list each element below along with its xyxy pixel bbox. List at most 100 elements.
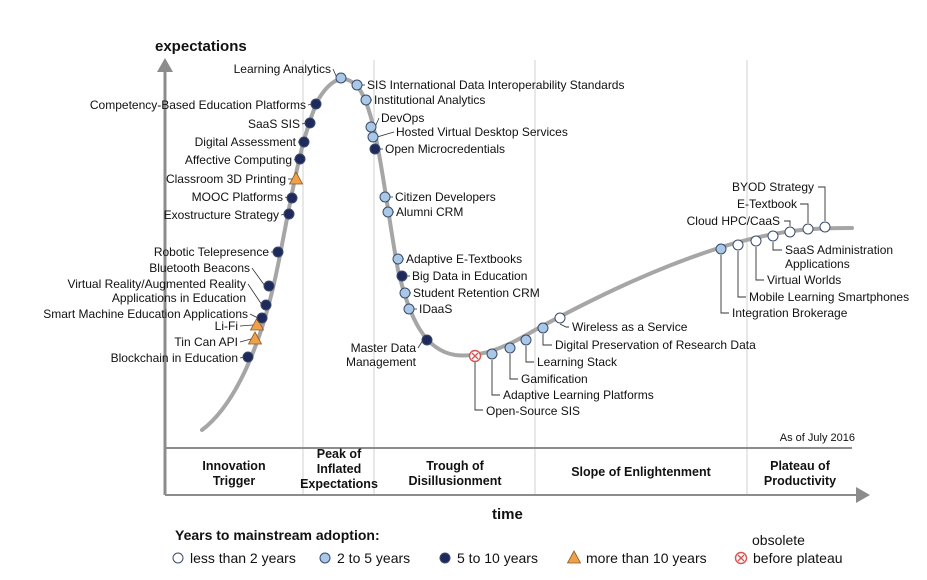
- label-alumni-crm: Alumni CRM: [396, 205, 463, 219]
- label-big-data-in-education: Big Data in Education: [412, 269, 527, 283]
- phase-innovation-trigger: Innovation Trigger: [202, 459, 265, 488]
- y-axis-arrow-icon: [157, 58, 173, 72]
- legend-label-2to5: 2 to 5 years: [337, 550, 410, 566]
- technology-markers: [242, 72, 831, 363]
- marker-li-fi: [249, 317, 265, 331]
- marker-adaptive-learning-platforms: [486, 348, 498, 360]
- label-e-textbook: E-Textbook: [737, 197, 798, 211]
- leader-adaptive-learning-platforms: [491, 360, 500, 396]
- marker-classroom-3d-printing: [288, 171, 304, 185]
- legend-marker-5to10: [439, 552, 451, 564]
- marker-virtual-reality-augmented-reality-applications-in-education: [260, 299, 272, 311]
- marker-integration-brokerage: [715, 243, 727, 255]
- marker-gamification: [504, 342, 516, 354]
- marker-competency-based-education-platforms: [310, 98, 322, 110]
- label-learning-stack: Learning Stack: [537, 355, 618, 369]
- marker-saas-sis: [304, 117, 316, 129]
- marker-mobile-learning-smartphones: [732, 239, 744, 251]
- legend-item-lt2: less than 2 years: [172, 550, 296, 566]
- leader-byod-strategy: [818, 186, 826, 221]
- marker-smart-machine-education-applications: [256, 312, 268, 324]
- phase-slope-of-enlightenment: Slope of Enlightenment: [571, 465, 711, 479]
- marker-student-retention-crm: [399, 287, 411, 299]
- phase-line: Plateau of: [770, 459, 831, 473]
- leader-lines: [239, 68, 826, 411]
- phase-line: Inflated: [317, 462, 361, 476]
- label-line: Management: [346, 355, 417, 369]
- marker-master-data-management: [421, 334, 433, 346]
- legend-label-gt10: more than 10 years: [586, 550, 707, 566]
- phase-line: Innovation: [202, 459, 265, 473]
- obsolete-cross: [737, 554, 745, 562]
- marker-alumni-crm: [382, 206, 394, 218]
- marker-learning-stack: [520, 334, 532, 346]
- legend-marker-obsolete: [734, 551, 748, 565]
- label-hosted-virtual-desktop-services: Hosted Virtual Desktop Services: [396, 125, 568, 139]
- legend-item-gt10: more than 10 years: [566, 550, 707, 566]
- label-tin-can-api: Tin Can API: [174, 335, 238, 349]
- leader-wireless-as-a-service: [559, 323, 569, 328]
- label-exostructure-strategy: Exostructure Strategy: [164, 208, 279, 222]
- legend-item-obsolete: before plateau: [734, 550, 843, 566]
- leader-e-textbook: [800, 203, 809, 223]
- label-byod-strategy: BYOD Strategy: [732, 180, 814, 194]
- label-digital-assessment: Digital Assessment: [195, 135, 297, 149]
- label-line: Master Data: [351, 341, 417, 355]
- marker-hosted-virtual-desktop-services: [367, 131, 379, 143]
- phase-peak-of-inflated-expectations: Peak of Inflated Expectations: [300, 447, 378, 491]
- label-citizen-developers: Citizen Developers: [395, 190, 496, 204]
- leader-tin-can-api: [239, 338, 252, 343]
- label-robotic-telepresence: Robotic Telepresence: [154, 245, 270, 259]
- leader-virtual-worlds: [755, 247, 764, 281]
- leader-hosted-virtual-desktop-services: [376, 131, 395, 138]
- legend-item-5to10: 5 to 10 years: [439, 550, 538, 566]
- as-of-date: As of July 2016: [780, 432, 855, 444]
- y-axis-title: expectations: [155, 38, 247, 55]
- label-smart-machine-education-applications: Smart Machine Education Applications: [43, 307, 248, 321]
- marker-wireless-as-a-service: [554, 312, 566, 324]
- marker-citizen-developers: [379, 191, 391, 203]
- marker-open-source-sis: [468, 349, 482, 363]
- leader-gamification: [509, 354, 518, 380]
- legend: Years to mainstream adoption: obsolete les…: [172, 527, 843, 566]
- marker-learning-analytics: [335, 72, 347, 84]
- legend-title: Years to mainstream adoption:: [175, 527, 380, 543]
- marker-affective-computing: [294, 153, 306, 165]
- x-axis-arrow-icon: [856, 487, 870, 503]
- marker-byod-strategy: [819, 221, 831, 233]
- label-student-retention-crm: Student Retention CRM: [413, 286, 540, 300]
- leader-li-fi: [239, 324, 254, 327]
- marker-mooc-platforms: [286, 192, 298, 204]
- label-li-fi: Li-Fi: [215, 319, 238, 333]
- marker-e-textbook: [802, 223, 814, 235]
- leader-learning-stack: [525, 346, 534, 363]
- marker-institutional-analytics: [360, 94, 372, 106]
- marker-devops: [365, 121, 377, 133]
- legend-label-obsolete: before plateau: [753, 550, 843, 566]
- legend-marker-gt10: [566, 550, 582, 564]
- obsolete-cross: [471, 352, 479, 360]
- phase-line: Slope of Enlightenment: [571, 465, 711, 479]
- marker-saas-administration-applications: [767, 230, 779, 242]
- phase-line: Peak of: [317, 447, 362, 461]
- label-sis-international-data-interoperability-standards: SIS International Data Interoperability …: [367, 78, 624, 92]
- phase-line: Trough of: [426, 459, 484, 473]
- label-line: SaaS Administration: [785, 243, 893, 257]
- label-mobile-learning-smartphones: Mobile Learning Smartphones: [749, 290, 909, 304]
- label-cloud-hpc-caas: Cloud HPC/CaaS: [687, 214, 780, 228]
- phase-line: Expectations: [300, 477, 378, 491]
- phase-line: Disillusionment: [408, 474, 502, 488]
- leader-mobile-learning-smartphones: [737, 251, 746, 298]
- legend-marker-lt2: [172, 552, 184, 564]
- marker-digital-assessment: [298, 136, 310, 148]
- label-bluetooth-beacons: Bluetooth Beacons: [149, 261, 250, 275]
- marker-sis-international-data-interoperability-standards: [351, 79, 363, 91]
- label-adaptive-learning-platforms: Adaptive Learning Platforms: [503, 388, 654, 402]
- label-affective-computing: Affective Computing: [185, 153, 292, 167]
- label-virtual-worlds: Virtual Worlds: [767, 273, 841, 287]
- label-institutional-analytics: Institutional Analytics: [374, 93, 485, 107]
- chart-frame: expectations time As of July 2016: [155, 38, 870, 523]
- label-line: Applications in Education: [112, 291, 246, 305]
- legend-obsolete-header: obsolete: [752, 532, 805, 548]
